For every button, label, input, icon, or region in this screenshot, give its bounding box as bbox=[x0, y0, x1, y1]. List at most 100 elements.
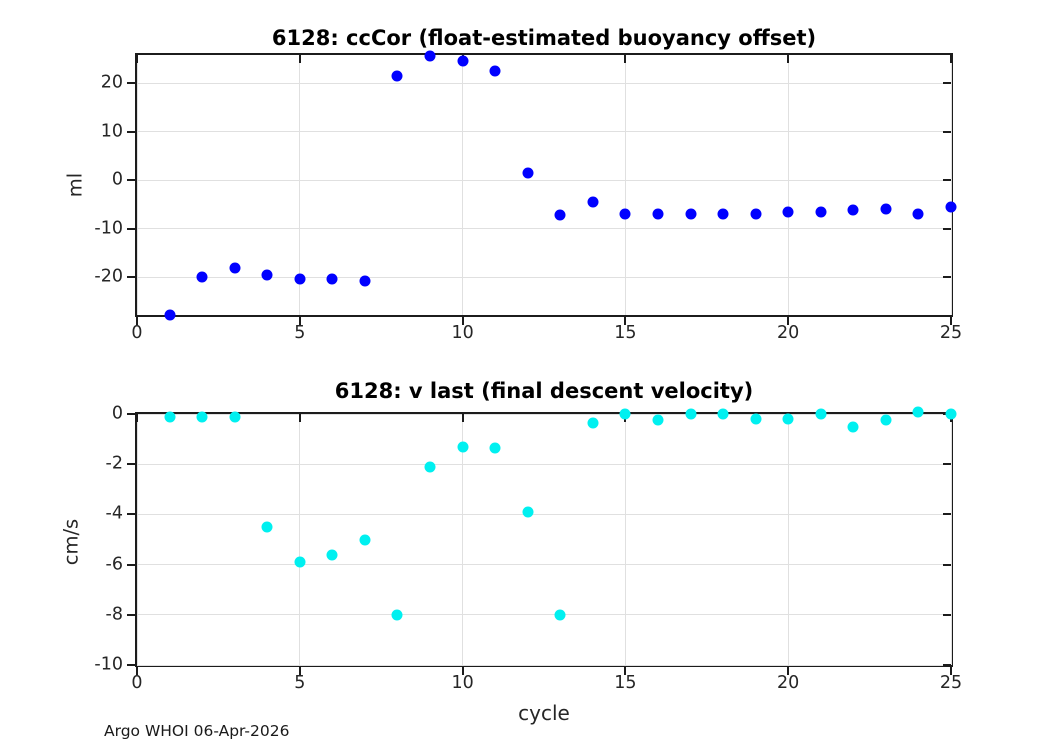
data-point bbox=[880, 203, 892, 215]
footer-text: Argo WHOI 06-Apr-2026 bbox=[104, 722, 290, 740]
tick-mark bbox=[127, 82, 135, 85]
tick-mark bbox=[461, 667, 464, 675]
y-tick-label: -10 bbox=[94, 654, 123, 675]
data-point bbox=[912, 406, 924, 417]
tick-mark bbox=[298, 414, 301, 422]
gridline bbox=[136, 414, 138, 665]
tick-mark bbox=[127, 276, 135, 279]
data-point bbox=[847, 204, 859, 216]
tick-mark bbox=[624, 667, 627, 675]
data-point bbox=[489, 442, 501, 454]
tick-mark bbox=[943, 179, 951, 182]
y-tick-label: -10 bbox=[94, 217, 123, 238]
data-point bbox=[229, 262, 241, 274]
tick-mark bbox=[136, 317, 138, 325]
data-point bbox=[457, 55, 469, 67]
x-tick-label: 25 bbox=[939, 673, 963, 693]
data-point bbox=[554, 209, 566, 221]
data-point bbox=[619, 408, 631, 420]
y-tick-label: -20 bbox=[94, 266, 123, 287]
data-point bbox=[457, 441, 469, 453]
y-tick-label: -8 bbox=[105, 604, 123, 625]
y-tick-label: 0 bbox=[111, 169, 123, 190]
tick-mark bbox=[943, 463, 951, 466]
y-tick-label: 20 bbox=[100, 72, 123, 93]
y-tick-label: 0 bbox=[111, 403, 123, 424]
tick-mark bbox=[943, 276, 951, 279]
x-axis-label: cycle bbox=[518, 701, 570, 725]
x-tick-label: 0 bbox=[131, 673, 143, 693]
data-point bbox=[522, 167, 534, 179]
gridline bbox=[137, 564, 951, 566]
cccor-plot-area: 20 10 0 -10 -20 0 5 10 15 20 25 bbox=[94, 50, 962, 342]
data-point bbox=[945, 408, 957, 420]
x-tick-label: 0 bbox=[131, 323, 143, 343]
data-point bbox=[326, 273, 338, 285]
data-point bbox=[587, 417, 599, 429]
data-point bbox=[359, 275, 371, 287]
tick-mark bbox=[136, 667, 138, 675]
tick-mark bbox=[127, 563, 135, 566]
data-point bbox=[261, 269, 273, 281]
y-tick-label: -2 bbox=[105, 453, 123, 474]
tick-mark bbox=[787, 667, 790, 675]
cccor-plot-title: 6128: ccCor (float-estimated buoyancy of… bbox=[271, 26, 817, 50]
tick-mark bbox=[127, 664, 135, 666]
tick-mark bbox=[787, 55, 790, 63]
gridline bbox=[137, 614, 951, 616]
gridline bbox=[462, 55, 464, 315]
tick-mark bbox=[950, 55, 952, 63]
tick-mark bbox=[943, 613, 951, 616]
data-point bbox=[554, 609, 566, 621]
x-tick-label: 10 bbox=[451, 323, 474, 343]
data-point bbox=[782, 206, 794, 218]
x-tick-label: 5 bbox=[294, 323, 306, 343]
data-point bbox=[652, 414, 664, 426]
tick-mark bbox=[127, 179, 135, 182]
data-point bbox=[652, 208, 664, 220]
data-point bbox=[229, 411, 241, 422]
tick-mark bbox=[950, 667, 952, 675]
data-point bbox=[196, 271, 208, 283]
x-tick-label: 10 bbox=[451, 673, 474, 693]
tick-mark bbox=[624, 317, 627, 325]
data-point bbox=[782, 413, 794, 425]
gridline bbox=[624, 55, 626, 315]
gridline bbox=[624, 414, 626, 665]
tick-mark bbox=[787, 317, 790, 325]
y-tick-label: 10 bbox=[100, 120, 123, 141]
tick-mark bbox=[461, 414, 464, 422]
tick-mark bbox=[950, 317, 952, 325]
data-point bbox=[522, 506, 534, 518]
data-point bbox=[912, 208, 924, 220]
gridline bbox=[137, 82, 951, 84]
vlast-plot-area: 0 -2 -4 -6 -8 -10 0 5 10 15 20 25 bbox=[94, 405, 962, 692]
gridline bbox=[137, 664, 951, 666]
data-point bbox=[685, 408, 697, 420]
gridline bbox=[136, 55, 138, 315]
data-point bbox=[164, 309, 176, 320]
gridline bbox=[137, 413, 951, 415]
gridline bbox=[137, 276, 951, 278]
gridline bbox=[137, 131, 951, 133]
data-point bbox=[815, 408, 827, 420]
data-point bbox=[717, 408, 729, 420]
gridline bbox=[950, 414, 952, 665]
x-tick-label: 15 bbox=[614, 323, 637, 343]
tick-mark bbox=[127, 463, 135, 466]
tick-mark bbox=[127, 227, 135, 230]
tick-mark bbox=[298, 667, 301, 675]
data-point bbox=[424, 461, 436, 473]
tick-mark bbox=[136, 55, 138, 63]
gridline bbox=[137, 463, 951, 465]
data-point bbox=[326, 549, 338, 561]
x-tick-label: 25 bbox=[939, 323, 963, 343]
data-point bbox=[391, 609, 403, 621]
tick-mark bbox=[943, 563, 951, 566]
gridline bbox=[787, 55, 789, 315]
data-point bbox=[750, 208, 762, 220]
data-point bbox=[424, 50, 436, 62]
gridline bbox=[137, 179, 951, 181]
tick-mark bbox=[461, 317, 464, 325]
data-point bbox=[847, 421, 859, 433]
